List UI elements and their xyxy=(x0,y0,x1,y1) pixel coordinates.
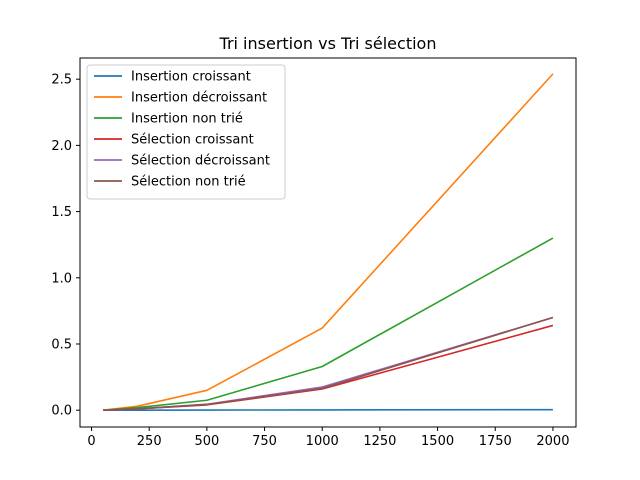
x-tick-label: 0 xyxy=(87,434,95,449)
chart-title: Tri insertion vs Tri sélection xyxy=(219,34,437,53)
x-tick-label: 2000 xyxy=(536,434,569,449)
series-line-0 xyxy=(103,408,553,411)
series-lines xyxy=(102,73,554,411)
x-tick-label: 1250 xyxy=(363,434,396,449)
x-tick-label: 1750 xyxy=(479,434,512,449)
legend: Insertion croissant Insertion décroissant… xyxy=(86,64,286,200)
y-axis: 0.0 0.5 1.0 1.5 2.0 2.5 xyxy=(51,73,80,419)
y-tick-label: 1.0 xyxy=(51,271,72,286)
legend-label-4: Sélection décroissant xyxy=(131,154,270,169)
legend-label-2: Insertion non trié xyxy=(131,112,243,127)
legend-label-1: Insertion décroissant xyxy=(131,91,267,106)
y-tick-label: 0.5 xyxy=(51,337,72,352)
legend-label-0: Insertion croissant xyxy=(131,70,251,85)
x-tick-label: 250 xyxy=(137,434,162,449)
x-tick-label: 500 xyxy=(194,434,219,449)
plot-frame xyxy=(79,57,577,428)
y-tick-label: 2.5 xyxy=(51,73,72,88)
legend-label-5: Sélection non trié xyxy=(131,175,246,190)
y-tick-label: 1.5 xyxy=(51,205,72,220)
series-line-2 xyxy=(103,237,554,411)
x-tick-label: 750 xyxy=(252,434,277,449)
x-tick-label: 1500 xyxy=(421,434,454,449)
legend-label-3: Sélection croissant xyxy=(131,133,254,148)
legend-box xyxy=(86,64,286,200)
x-tick-label: 1000 xyxy=(306,434,339,449)
y-tick-label: 2.0 xyxy=(51,139,72,154)
series-line-5 xyxy=(103,316,554,411)
series-line-1 xyxy=(102,73,554,411)
y-tick-label: 0.0 xyxy=(51,404,72,419)
x-axis: 0 250 500 750 1000 1250 1500 1750 2000 xyxy=(87,427,569,449)
